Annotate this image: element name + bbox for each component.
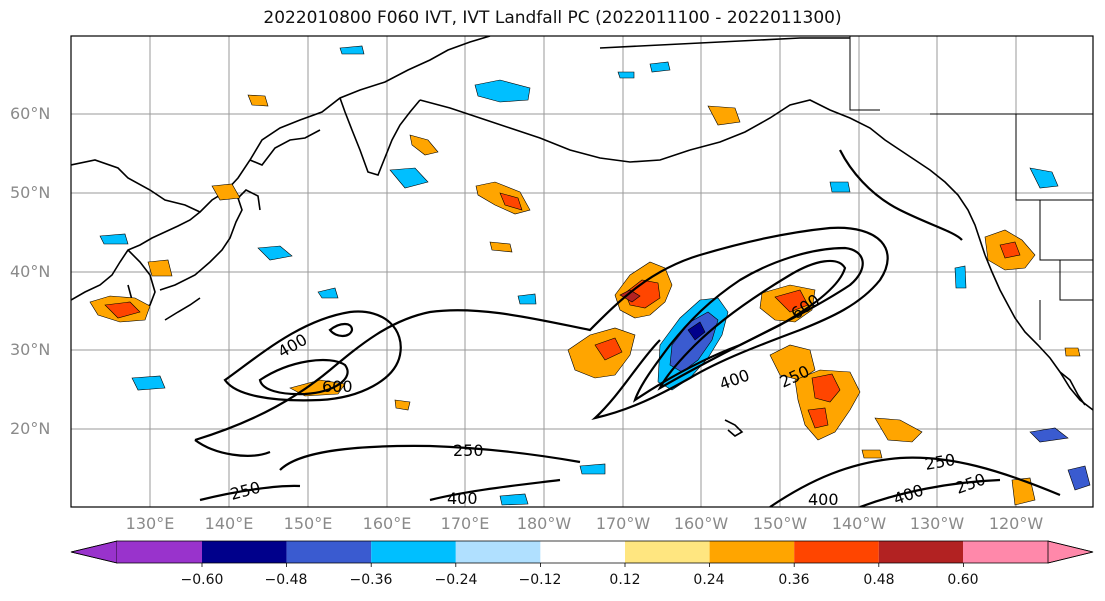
colorbar-tick-label: −0.12 [518,572,562,588]
colorbar-segment [117,541,202,563]
lon-label: 180°W [516,514,572,533]
colorbar-tick-label: 0.60 [947,572,979,588]
lon-label: 160°W [673,514,729,533]
contour-label: 250 [228,478,262,504]
lon-label: 140°W [831,514,887,533]
colorbar-extend-low [70,540,118,564]
colorbar-segment [455,541,541,563]
contour-label: 250 [923,450,956,474]
colorbar-segment [878,541,964,563]
colorbar [70,540,1094,567]
positive-anomalies [89,94,1081,506]
colorbar-tick-label: 0.48 [863,572,895,588]
colorbar-tick-label: −0.24 [434,572,478,588]
colorbar-tick-label: 0.12 [609,572,641,588]
colorbar-segment [963,541,1048,563]
colorbar-segment [286,541,372,563]
lon-label: 150°W [752,514,808,533]
colorbar-segment [540,541,625,563]
lon-label: 170°E [440,514,490,533]
colorbar-tick-label: 0.24 [693,572,725,588]
lon-label: 150°E [283,514,333,533]
lon-label: 140°E [204,514,254,533]
contour-label: 400 [808,490,839,509]
colorbar-segment [202,541,287,563]
contour-label: 400 [275,330,311,362]
lon-label: 160°E [362,514,412,533]
colorbar-extend-high [1047,540,1094,564]
lon-label: 130°W [909,514,965,533]
contour-label: 600 [322,377,353,396]
map-title: 2022010800 F060 IVT, IVT Landfall PC (20… [263,8,842,28]
contour-label: 250 [453,441,484,460]
colorbar-segment [794,541,879,563]
gridlines [71,36,1093,507]
lat-label: 30°N [10,340,51,359]
borders [849,36,1093,340]
colorbar-outline [70,540,1094,564]
contour-label: 400 [717,365,752,393]
coastlines [71,36,1093,437]
colorbar-tick-label: −0.60 [180,572,224,588]
colorbar-segment [709,541,795,563]
lat-label: 60°N [10,104,51,123]
contour-label: 250 [953,469,988,497]
lat-label: 50°N [10,183,51,202]
lat-label: 20°N [10,419,51,438]
contour-label: 400 [447,489,478,508]
lon-label: 170°W [595,514,651,533]
colorbar-segment [625,541,710,563]
contour-labels: 400 600 400 600 250 250 250 400 400 400 … [228,290,988,509]
lon-label: 120°W [988,514,1044,533]
colorbar-tick-label: −0.36 [349,572,393,588]
lat-label: 40°N [10,262,51,281]
negative-anomalies [99,45,1091,506]
ivt-contours [194,149,1061,507]
map-frame [70,35,1094,508]
colorbar-tick-label: −0.48 [264,572,308,588]
lon-label: 130°E [125,514,175,533]
contour-label: 400 [891,480,926,508]
colorbar-segment [371,541,456,563]
colorbar-tick-label: 0.36 [778,572,810,588]
